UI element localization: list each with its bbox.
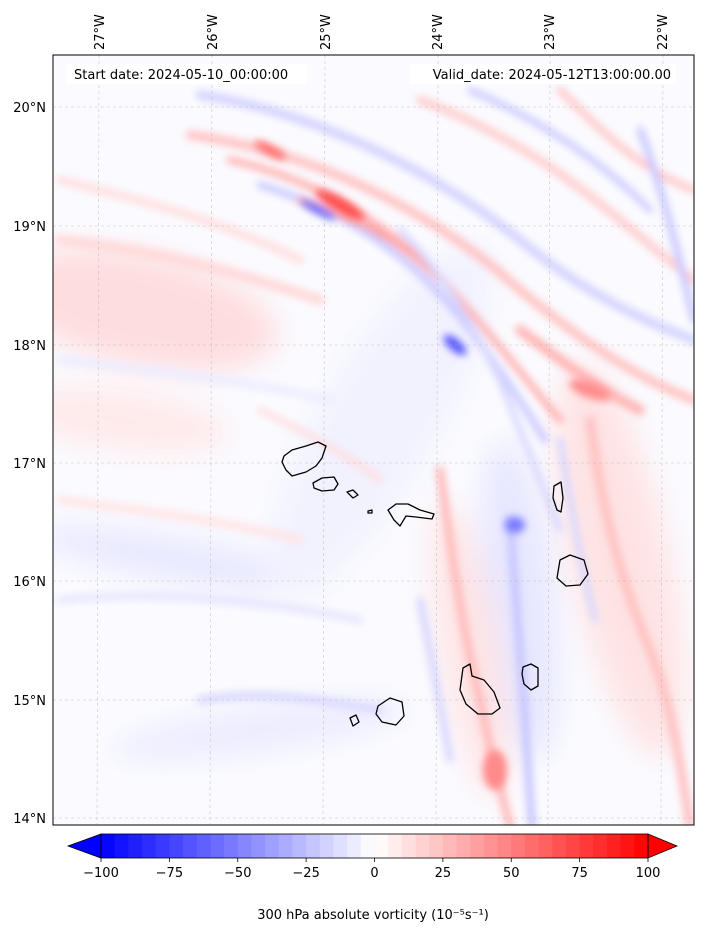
lon-tick-label: 24°W — [431, 14, 446, 50]
colorbar-segment — [497, 834, 512, 858]
colorbar-extend-high — [647, 833, 679, 859]
colorbar-segment — [196, 834, 211, 858]
colorbar-tick-label: 50 — [503, 866, 520, 881]
colorbar-segment — [593, 834, 608, 858]
colorbar-segment — [114, 834, 129, 858]
colorbar-segment — [155, 834, 170, 858]
colorbar-segment — [511, 834, 526, 858]
colorbar-extend-low — [66, 833, 102, 859]
colorbar-segment — [360, 834, 376, 858]
island-santiago — [459, 663, 501, 715]
lon-tick-label: 25°W — [319, 14, 334, 50]
island-sao-vicente — [312, 476, 339, 492]
vorticity-field: Start date: 2024-05-10_00:00:00 Valid_da… — [53, 55, 694, 825]
colorbar-segment — [483, 834, 499, 858]
colorbar-segments — [101, 834, 649, 858]
colorbar-tick-label: −50 — [224, 866, 251, 881]
colorbar-segment — [415, 834, 430, 858]
colorbar-segment — [620, 834, 635, 858]
colorbar-tick-label: −25 — [292, 866, 319, 881]
start-date-label: Start date: 2024-05-10_00:00:00 — [74, 68, 288, 83]
colorbar-segment — [101, 834, 116, 858]
colorbar-segment — [524, 834, 540, 858]
island-sao-nicolau — [387, 503, 435, 527]
lon-tick-label: 26°W — [206, 14, 221, 50]
lat-tick-label: 20°N — [13, 101, 46, 116]
colorbar-label: 300 hPa absolute vorticity (10⁻⁵s⁻¹) — [257, 908, 489, 923]
colorbar-tick-label: 100 — [636, 866, 661, 881]
coastlines — [281, 441, 589, 727]
colorbar-segment — [251, 834, 266, 858]
colorbar-segment — [278, 834, 294, 858]
island-branco — [367, 509, 373, 514]
colorbar-segment — [169, 834, 184, 858]
colorbar-segment — [319, 834, 335, 858]
lon-tick-label: 23°W — [543, 14, 558, 50]
colorbar-segment — [538, 834, 553, 858]
colorbar-segment — [128, 834, 143, 858]
colorbar-segment — [634, 834, 649, 858]
lat-tick-label: 16°N — [13, 575, 46, 590]
colorbar-segment — [606, 834, 622, 858]
lon-tick-label: 22°W — [656, 14, 671, 50]
colorbar-segment — [388, 834, 403, 858]
colorbar-segment — [265, 834, 280, 858]
colorbar-segment — [579, 834, 594, 858]
colorbar-segment — [456, 834, 471, 858]
colorbar-tick-label: −100 — [83, 866, 119, 881]
island-santa-luzia — [346, 489, 359, 499]
island-maio — [521, 663, 539, 691]
valid-date-label: Valid_date: 2024-05-12T13:00:00.00 — [433, 68, 671, 83]
lat-tick-label: 17°N — [13, 457, 46, 472]
island-santo-antao — [281, 441, 327, 477]
colorbar-segment — [374, 834, 389, 858]
colorbar-tick-label: −75 — [156, 866, 183, 881]
colorbar-segment — [401, 834, 417, 858]
colorbar-segment — [210, 834, 225, 858]
colorbar-segment — [224, 834, 239, 858]
colorbar-segment — [470, 834, 485, 858]
island-brava — [349, 714, 360, 727]
lat-tick-label: 14°N — [13, 812, 46, 827]
colorbar-segment — [552, 834, 567, 858]
lat-tick-label: 19°N — [13, 220, 46, 235]
colorbar-tick-label: 0 — [370, 866, 378, 881]
map-frame — [52, 54, 695, 826]
lon-tick-label: 27°W — [93, 14, 108, 50]
colorbar-segment — [429, 834, 444, 858]
valid-date-box — [410, 64, 676, 84]
colorbar-tick-label: 25 — [435, 866, 452, 881]
colorbar-segment — [565, 834, 581, 858]
lat-tick-label: 15°N — [13, 694, 46, 709]
island-boa-vista — [556, 554, 589, 587]
colorbar-segment — [237, 834, 253, 858]
longitude-ticks: 27°W 26°W 25°W 24°W 23°W 22°W — [93, 14, 671, 50]
colorbar-tick-label: 75 — [571, 866, 588, 881]
colorbar-segment — [292, 834, 307, 858]
colorbar-segment — [333, 834, 348, 858]
island-sal — [552, 481, 564, 513]
colorbar-segment — [442, 834, 458, 858]
gridlines — [53, 55, 694, 825]
colorbar-segment — [306, 834, 321, 858]
colorbar-ticks: −100 −75 −50 −25 0 25 50 75 100 — [83, 858, 660, 881]
island-fogo — [375, 697, 405, 726]
latitude-ticks: 20°N 19°N 18°N 17°N 16°N 15°N 14°N — [13, 101, 46, 827]
start-date-box — [67, 64, 307, 84]
colorbar-segment — [142, 834, 157, 858]
lat-tick-label: 18°N — [13, 339, 46, 354]
colorbar-segment — [347, 834, 362, 858]
colorbar: −100 −75 −50 −25 0 25 50 75 100 300 hPa absolute… — [66, 833, 679, 923]
colorbar-segment — [183, 834, 198, 858]
